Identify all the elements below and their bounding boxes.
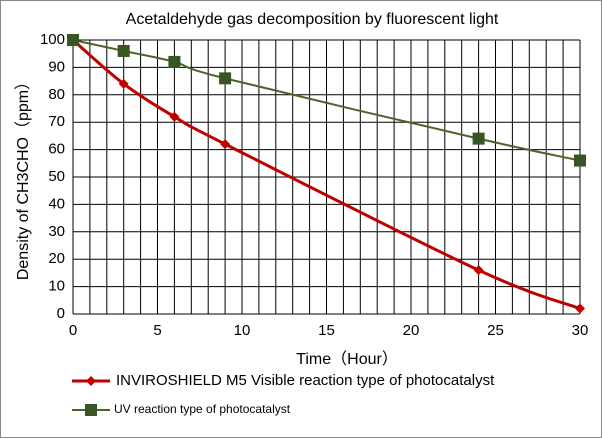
data-point bbox=[473, 265, 484, 276]
y-tick-label: 50 bbox=[48, 168, 65, 185]
x-tick-label: 15 bbox=[318, 322, 335, 339]
data-point bbox=[169, 111, 180, 122]
legend-marker bbox=[86, 376, 96, 386]
y-tick-label: 20 bbox=[48, 250, 65, 267]
x-tick-label: 5 bbox=[153, 322, 161, 339]
y-tick-label: 40 bbox=[48, 195, 65, 212]
data-point bbox=[67, 34, 79, 46]
data-point bbox=[575, 303, 585, 314]
y-tick-label: 30 bbox=[48, 223, 65, 240]
data-point bbox=[472, 132, 485, 145]
x-tick-label: 20 bbox=[403, 322, 420, 339]
y-axis-label: Density of CH3CHO（ppm） bbox=[14, 74, 32, 280]
x-tick-label: 0 bbox=[69, 322, 77, 339]
x-tick-label: 25 bbox=[487, 322, 504, 339]
y-tick-label: 90 bbox=[48, 58, 65, 75]
y-tick-label: 100 bbox=[40, 31, 65, 48]
data-point bbox=[219, 72, 232, 85]
legend-label: UV reaction type of photocatalyst bbox=[114, 402, 291, 416]
y-tick-label: 10 bbox=[48, 278, 65, 295]
data-point bbox=[574, 154, 586, 167]
data-point bbox=[118, 78, 129, 89]
data-point bbox=[220, 139, 231, 150]
x-tick-label: 30 bbox=[572, 322, 589, 339]
legend-marker bbox=[85, 404, 97, 416]
y-tick-label: 0 bbox=[57, 305, 65, 322]
x-tick-label: 10 bbox=[234, 322, 251, 339]
data-point bbox=[117, 44, 130, 57]
y-tick-label: 70 bbox=[48, 113, 65, 130]
chart-title: Acetaldehyde gas decomposition by fluore… bbox=[126, 11, 499, 28]
x-axis-label: Time（Hour） bbox=[296, 350, 398, 368]
y-tick-label: 80 bbox=[48, 86, 65, 103]
y-tick-label: 60 bbox=[48, 141, 65, 158]
legend-label: INVIROSHIELD M5 Visible reaction type of… bbox=[116, 372, 495, 389]
data-point bbox=[168, 55, 181, 68]
